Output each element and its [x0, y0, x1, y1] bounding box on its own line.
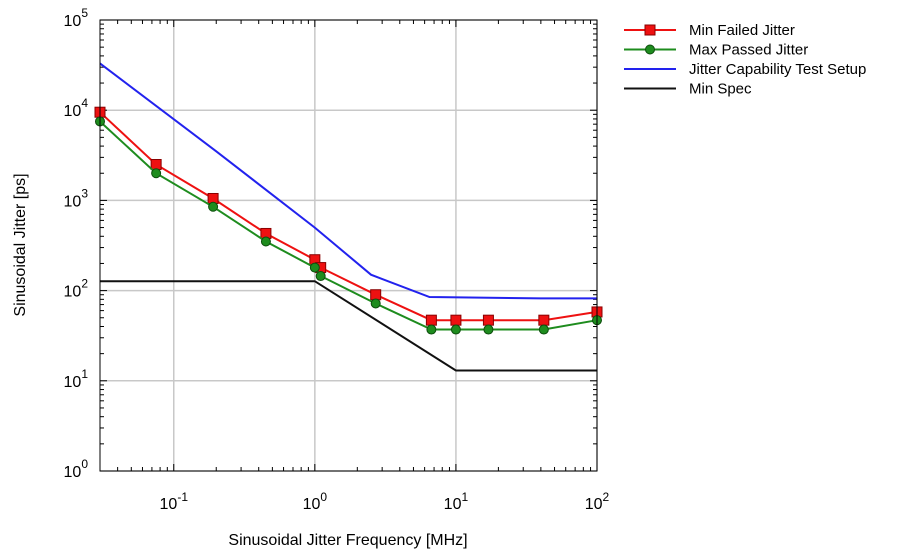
x-axis-title: Sinusoidal Jitter Frequency [MHz]: [228, 532, 467, 549]
plot-background: [100, 20, 597, 471]
data-point-max-passed-jitter: [483, 324, 494, 335]
legend-label: Min Failed Jitter: [689, 22, 795, 39]
data-point-min-failed-jitter: [425, 314, 437, 326]
data-point-min-failed-jitter: [370, 289, 382, 301]
data-point-max-passed-jitter: [309, 262, 320, 273]
series-line-jitter-capability-test-setup: [99, 62, 597, 300]
data-point-max-passed-jitter: [260, 236, 271, 247]
y-tick-labels: 100 101 102 103 104 105: [64, 6, 89, 481]
legend-label: Min Spec: [689, 81, 752, 98]
legend-label: Max Passed Jitter: [689, 42, 808, 59]
y-tick-label: 104: [64, 96, 89, 120]
series-line-max-passed-jitter: [99, 120, 598, 331]
legend-item-max-passed-jitter: Max Passed Jitter: [624, 42, 808, 59]
x-tick-label: 102: [585, 490, 610, 513]
x-tick-label: 100: [303, 490, 328, 513]
legend-marker: [644, 24, 656, 36]
legend-item-jitter-capability-test-setup: Jitter Capability Test Setup: [624, 61, 866, 78]
data-point-max-passed-jitter: [538, 324, 549, 335]
data-point-max-passed-jitter: [315, 271, 326, 282]
legend: Min Failed Jitter Max Passed Jitter Jitter…: [624, 22, 866, 98]
y-tick-label: 105: [64, 6, 89, 30]
data-point-min-failed-jitter: [538, 314, 550, 326]
plot-frame: [99, 19, 598, 472]
legend-item-min-spec: Min Spec: [624, 81, 752, 98]
data-point-max-passed-jitter: [208, 201, 219, 212]
data-point-min-failed-jitter: [450, 314, 462, 326]
series-line-min-failed-jitter: [99, 111, 598, 322]
data-point-min-failed-jitter: [482, 314, 494, 326]
y-tick-label: 102: [64, 277, 89, 301]
data-point-max-passed-jitter: [426, 324, 437, 335]
data-point-max-passed-jitter: [151, 168, 162, 179]
y-axis-title: Sinusoidal Jitter [ps]: [12, 173, 29, 316]
y-tick-label: 103: [64, 186, 89, 210]
legend-label: Jitter Capability Test Setup: [689, 61, 866, 78]
data-point-max-passed-jitter: [450, 324, 461, 335]
x-tick-label: 10-1: [160, 490, 189, 513]
x-tick-labels: 10-1 100 101 102: [160, 490, 610, 513]
legend-item-min-failed-jitter: Min Failed Jitter: [624, 22, 795, 39]
data-point-max-passed-jitter: [370, 298, 381, 309]
x-tick-label: 101: [444, 490, 469, 513]
data-point-min-failed-jitter: [150, 159, 162, 171]
y-tick-label: 101: [64, 367, 89, 391]
legend-marker: [645, 44, 655, 55]
series-line-min-spec: [100, 280, 597, 372]
y-tick-label: 100: [64, 457, 89, 481]
